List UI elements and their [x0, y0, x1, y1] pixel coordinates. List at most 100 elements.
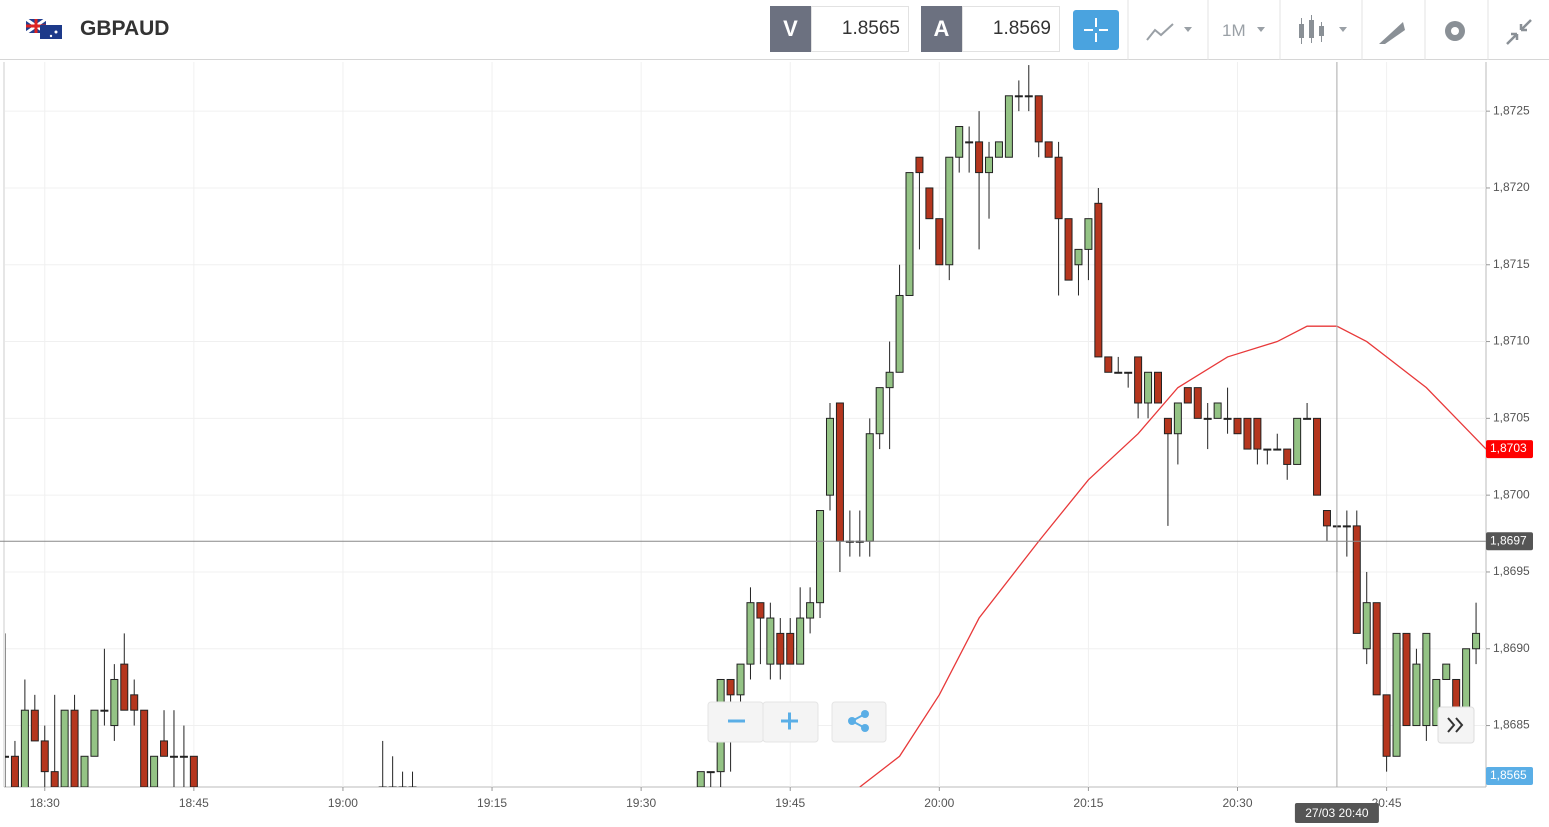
toolbar-icons [1073, 0, 1532, 60]
candle-body [1303, 417, 1312, 420]
candle-body [1313, 417, 1322, 496]
candle-body [388, 786, 397, 787]
x-tick-label: 18:30 [30, 796, 60, 810]
candle-body [1372, 602, 1381, 696]
candle-body [726, 678, 735, 696]
candle-body [1223, 417, 1232, 420]
y-tick-label: 1,8685 [1493, 718, 1530, 732]
candle-body [1173, 402, 1182, 435]
candle-body [1203, 417, 1212, 420]
candle-body [1412, 663, 1421, 727]
x-tick-label: 18:45 [179, 796, 209, 810]
candle-body [1193, 387, 1202, 419]
x-tick-label: 20:15 [1073, 796, 1103, 810]
candle-body [50, 771, 59, 787]
candle-body [110, 678, 119, 727]
price-tag [1486, 767, 1533, 785]
candle-body [1452, 678, 1461, 711]
zoom-controls [707, 701, 1475, 744]
candle-body [776, 632, 785, 665]
timeframe[interactable]: 1M [1222, 21, 1246, 40]
candle-body [1014, 95, 1023, 98]
x-tick-label: 19:15 [477, 796, 507, 810]
candle-body [925, 187, 934, 220]
candle-body [1054, 156, 1063, 220]
candle-body [1134, 356, 1143, 404]
chart-type-icon[interactable] [1146, 23, 1174, 41]
flag-icon [26, 19, 62, 39]
candle-body [1034, 95, 1043, 143]
y-tick-label: 1,8700 [1493, 487, 1530, 501]
candle-body [1422, 632, 1431, 727]
candle-body [1064, 218, 1073, 281]
y-tick-label: 1,8705 [1493, 411, 1530, 425]
candle-body [895, 294, 904, 373]
candle-body [150, 755, 159, 787]
candle-body [796, 617, 805, 665]
candle-body [1213, 402, 1222, 419]
y-tick-label: 1,8690 [1493, 641, 1530, 655]
share[interactable] [831, 701, 887, 743]
x-tick-label: 20:45 [1372, 796, 1402, 810]
y-tick-label: 1,8720 [1493, 180, 1530, 194]
candle-body [169, 755, 178, 758]
candle-body [398, 786, 407, 787]
candle-body [1342, 525, 1351, 528]
sell-label[interactable]: V [770, 6, 811, 52]
candle-body [100, 709, 109, 712]
chart: 1,8685 1,8690 1,8695 1,8700 1,8705 1,8710 1,87… [0, 62, 1533, 823]
candle-body [179, 755, 188, 758]
candle-body [1024, 95, 1033, 98]
candle-body [1322, 510, 1331, 527]
draw-icon[interactable] [1379, 22, 1405, 44]
candle-body [706, 771, 715, 774]
candle-body [1074, 248, 1083, 266]
candle-body [1472, 632, 1481, 650]
candle-body [1163, 417, 1172, 435]
candle-body [5, 755, 9, 758]
candle-body [1402, 632, 1411, 727]
x-tick-label: 20:00 [924, 796, 954, 810]
candle-body [905, 172, 914, 296]
crosshair-x-label: 27/03 20:40 [1305, 806, 1369, 820]
candle-body [756, 602, 765, 619]
y-tick-label: 1,8725 [1493, 103, 1530, 117]
collapse-icon[interactable] [1506, 19, 1532, 45]
grid [5, 62, 1486, 787]
candle-body [130, 694, 139, 711]
candle-body [865, 433, 874, 542]
candle-body [915, 156, 924, 174]
candle-body [1243, 417, 1252, 450]
candle-body [1104, 356, 1113, 373]
candle-body [1293, 417, 1302, 465]
crosshair-y-tag [1486, 532, 1533, 551]
candle-body [189, 755, 198, 787]
candle-body [1462, 648, 1471, 711]
candle-body [985, 156, 994, 174]
candle-icon[interactable] [1299, 15, 1324, 44]
candle-body [1253, 417, 1262, 450]
buy-label[interactable]: A [921, 6, 962, 52]
candle-body [1144, 371, 1153, 404]
candle-body [1273, 448, 1282, 451]
candle-body [120, 663, 129, 711]
y-tick-label: 1,8710 [1493, 334, 1530, 348]
candle-body [20, 709, 29, 787]
candle-body [835, 402, 844, 542]
crosshair-button[interactable] [1073, 10, 1119, 50]
candle-body [1432, 678, 1441, 727]
candle-body [766, 617, 775, 665]
candle-body [1382, 694, 1391, 757]
candle-body [1094, 202, 1103, 358]
candle-body [885, 371, 894, 389]
candle-body [1084, 218, 1093, 250]
candle-body [955, 126, 964, 158]
price-tag [1486, 440, 1533, 459]
candle-body [965, 141, 974, 144]
candle-body [60, 709, 69, 787]
scroll-end[interactable] [1437, 706, 1475, 744]
sell-price[interactable]: 1.8565 [811, 6, 909, 52]
buy-price[interactable]: 1.8569 [962, 6, 1060, 52]
toolbar: GBPAUD V 1.8565 A 1.8569 1M [0, 0, 1549, 60]
